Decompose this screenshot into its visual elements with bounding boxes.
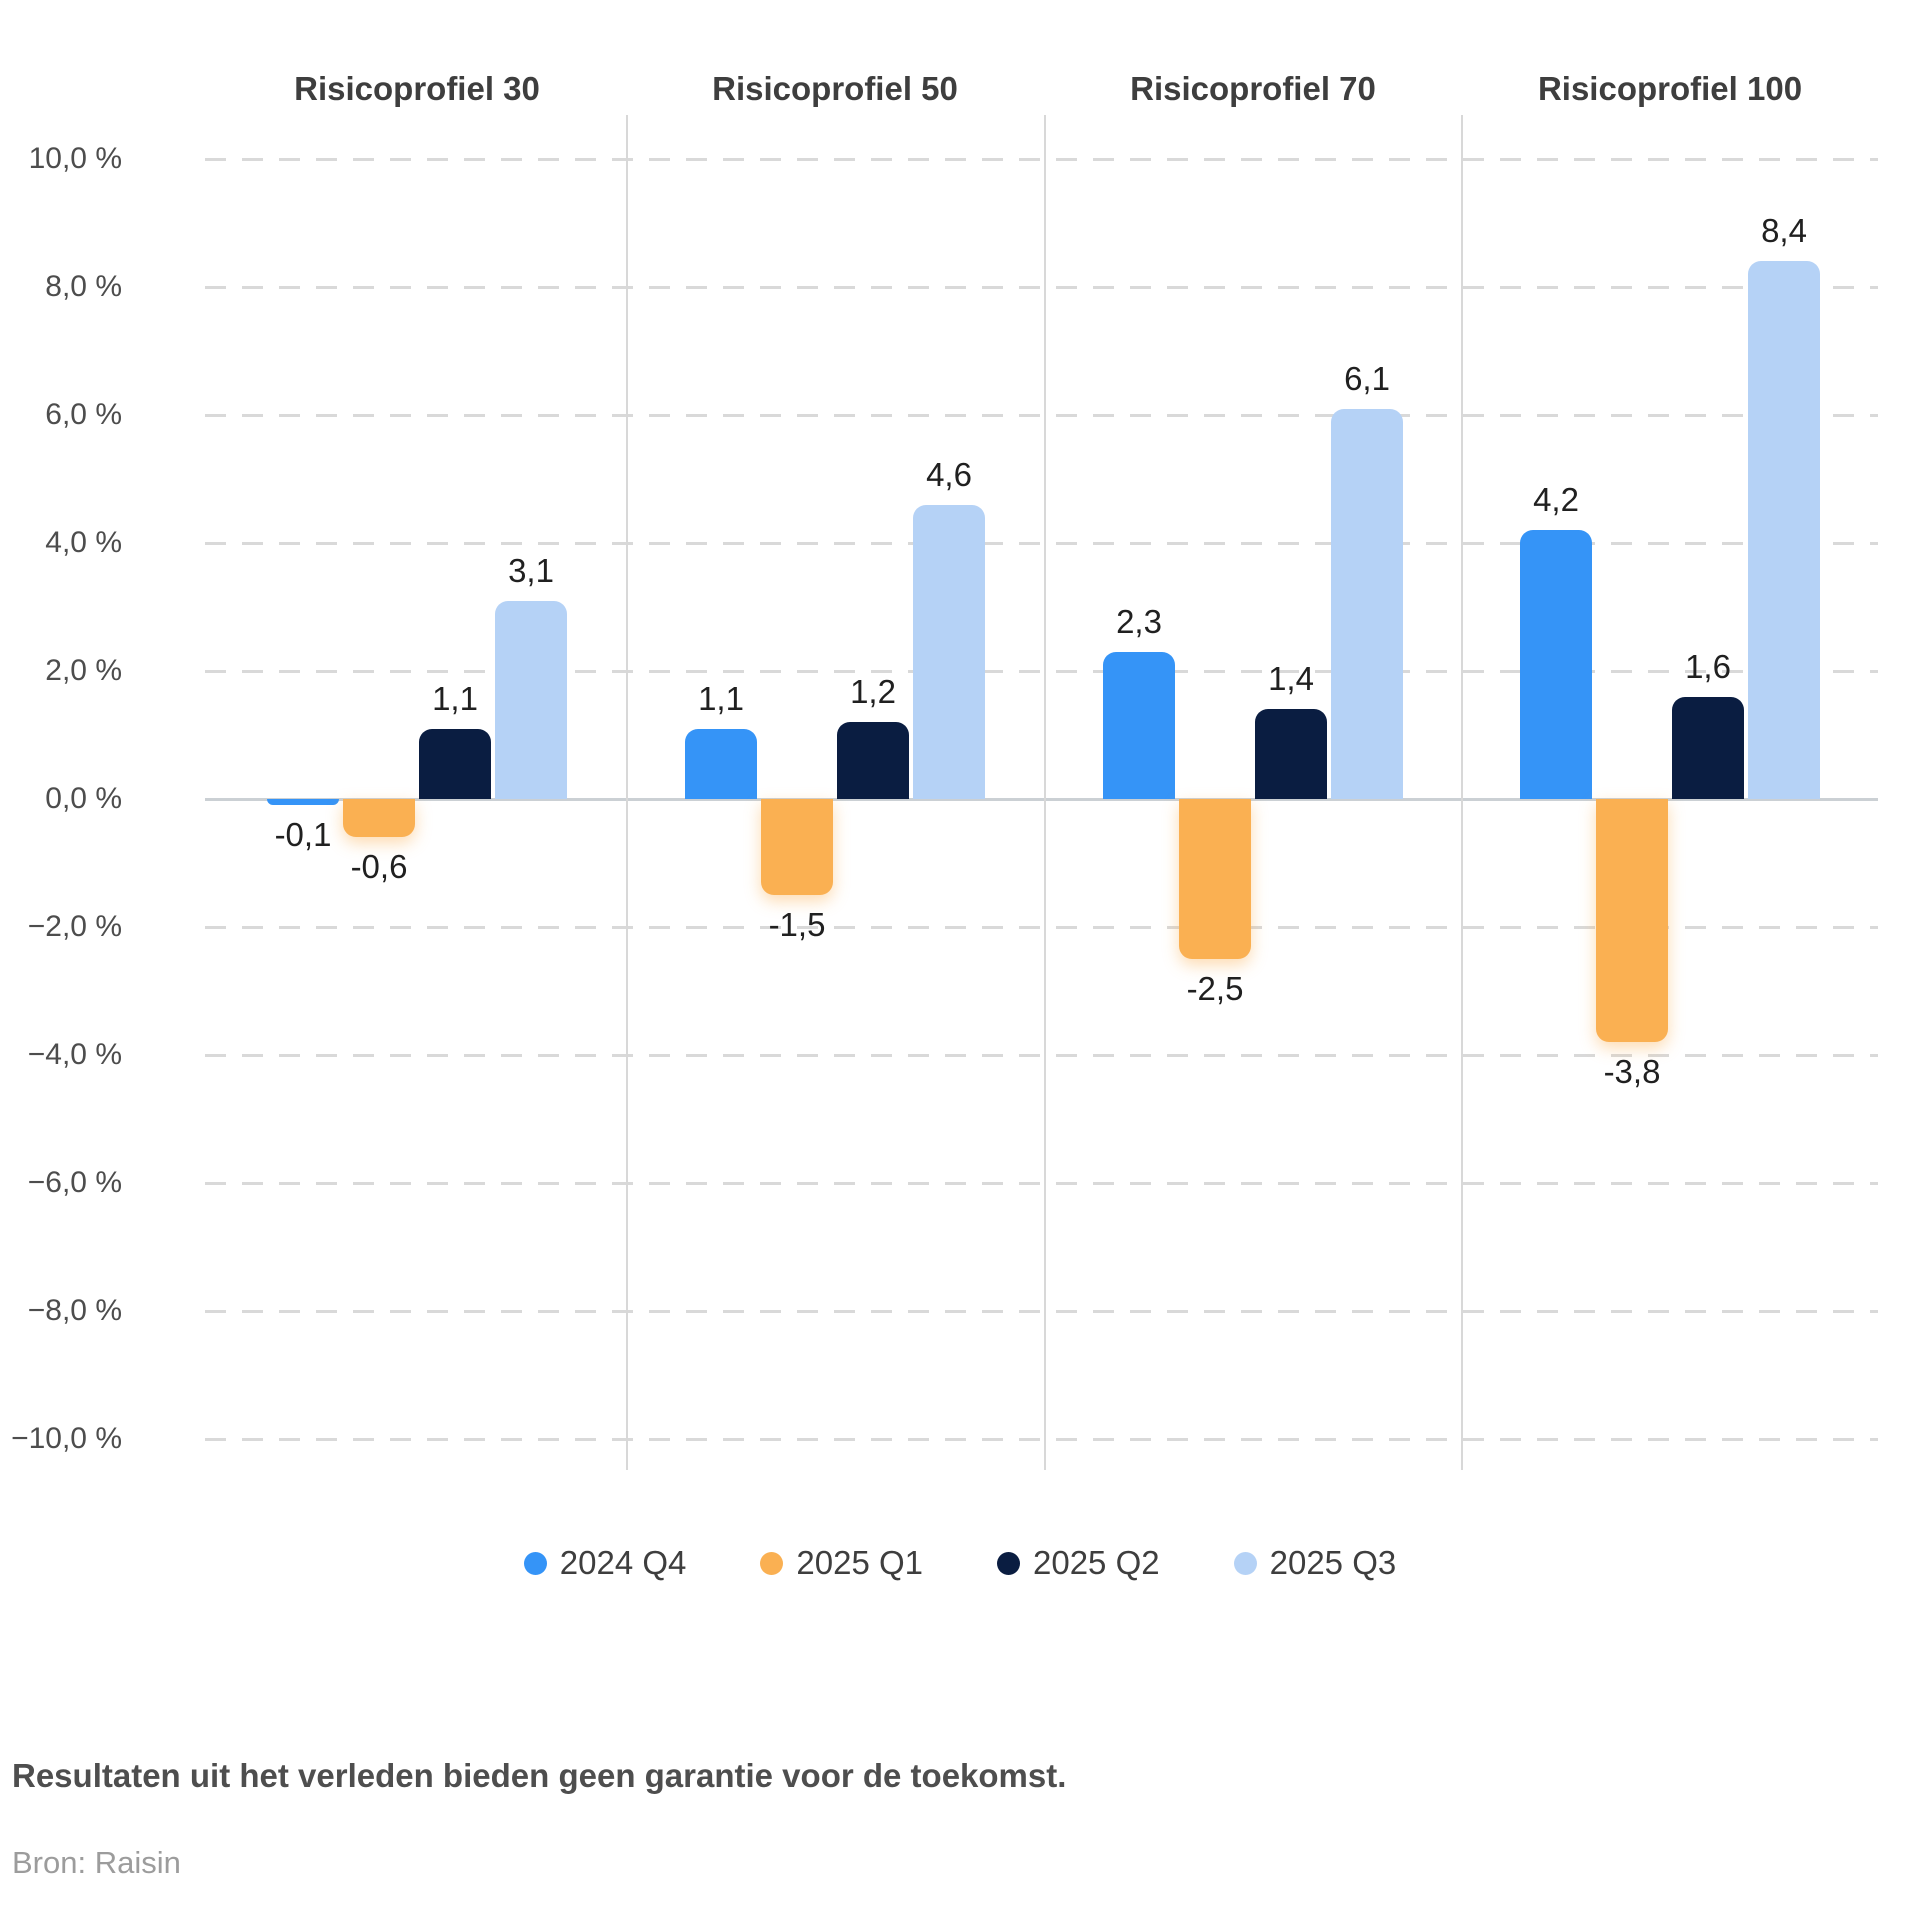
legend-item-2025-q2[interactable]: 2025 Q2 (997, 1544, 1160, 1582)
bar-value-label: -0,6 (350, 848, 408, 886)
bar-2025-q3-risicoprofiel-70[interactable] (1331, 408, 1403, 799)
legend-dot-2024-q4 (523, 1551, 547, 1575)
y-axis-tick-label: −10,0 % (11, 1422, 122, 1455)
bar-2025-q2-risicoprofiel-50[interactable] (837, 722, 909, 799)
bar-2025-q2-risicoprofiel-30[interactable] (419, 728, 491, 799)
bar-value-label: 1,1 (698, 679, 744, 717)
legend-dot-2025-q3 (1233, 1551, 1257, 1575)
gridline (205, 158, 1878, 161)
group-separator (1044, 115, 1046, 1470)
legend-label: 2025 Q2 (1033, 1544, 1160, 1581)
gridline (205, 1310, 1878, 1313)
bar-value-label: 1,4 (1268, 660, 1314, 698)
y-axis-tick-label: 0,0 % (45, 782, 122, 815)
y-axis-tick-label: 2,0 % (45, 654, 122, 687)
bar-value-label: -2,5 (1186, 970, 1244, 1007)
bar-2025-q2-risicoprofiel-70[interactable] (1255, 709, 1327, 799)
bar-2024-q4-risicoprofiel-100[interactable] (1520, 530, 1592, 799)
bar-2025-q3-risicoprofiel-50[interactable] (913, 504, 985, 799)
y-axis-tick-label: −8,0 % (27, 1294, 122, 1327)
bar-value-label: 1,6 (1685, 647, 1731, 685)
y-axis-tick-label: 8,0 % (45, 270, 122, 303)
legend-label: 2025 Q3 (1269, 1544, 1397, 1581)
bar-2024-q4-risicoprofiel-30[interactable] (267, 799, 339, 806)
legend-dot-2025-q1 (760, 1551, 784, 1575)
legend-item-2025-q1[interactable]: 2025 Q1 (760, 1544, 923, 1582)
bar-2025-q1-risicoprofiel-100[interactable] (1596, 799, 1668, 1043)
legend-label: 2024 Q4 (559, 1544, 687, 1581)
bar-value-label: 4,2 (1533, 481, 1579, 519)
bar-value-label: -1,5 (768, 906, 826, 943)
bar-2025-q3-risicoprofiel-100[interactable] (1748, 261, 1820, 799)
disclaimer-text: Resultaten uit het verleden bieden geen … (12, 1757, 1067, 1794)
y-axis-tick-label: −2,0 % (27, 910, 122, 943)
bar-value-label: 1,2 (850, 673, 896, 711)
bar-value-label: -0,1 (274, 816, 332, 854)
gridline (205, 1054, 1878, 1057)
gridline (205, 414, 1878, 417)
gridline (205, 286, 1878, 289)
group-separator (1461, 115, 1463, 1470)
legend-item-2024-q4[interactable]: 2024 Q4 (523, 1544, 687, 1582)
y-axis-tick-label: −6,0 % (27, 1166, 122, 1199)
gridline (205, 926, 1878, 929)
bar-value-label: 3,1 (508, 551, 554, 589)
y-axis-tick-label: 10,0 % (28, 142, 122, 175)
bar-2025-q1-risicoprofiel-70[interactable] (1179, 799, 1251, 959)
chart-legend: 2024 Q4 2025 Q1 2025 Q2 2025 Q3 (0, 1544, 1920, 1582)
group-title-risicoprofiel-30: Risicoprofiel 30 (294, 70, 540, 107)
gridline (205, 542, 1878, 545)
bar-value-label: 6,1 (1344, 359, 1390, 397)
group-title-risicoprofiel-50: Risicoprofiel 50 (712, 70, 958, 107)
bar-2025-q1-risicoprofiel-30[interactable] (343, 799, 415, 838)
bar-2024-q4-risicoprofiel-70[interactable] (1103, 651, 1175, 799)
gridline (205, 670, 1878, 673)
bar-2025-q1-risicoprofiel-50[interactable] (761, 799, 833, 895)
bar-2025-q2-risicoprofiel-100[interactable] (1672, 696, 1744, 799)
bar-value-label: 2,3 (1116, 602, 1162, 640)
bar-2025-q3-risicoprofiel-30[interactable] (495, 600, 567, 799)
y-axis-tick-label: −4,0 % (27, 1038, 122, 1071)
bar-value-label: 8,4 (1761, 212, 1807, 250)
gridline (205, 1438, 1878, 1441)
bar-value-label: 1,1 (432, 679, 478, 717)
y-axis-tick-label: 4,0 % (45, 526, 122, 559)
bar-2024-q4-risicoprofiel-50[interactable] (685, 728, 757, 799)
source-text: Bron: Raisin (12, 1845, 181, 1880)
group-title-risicoprofiel-100: Risicoprofiel 100 (1537, 70, 1803, 107)
legend-label: 2025 Q1 (796, 1544, 923, 1581)
group-separator (626, 115, 628, 1470)
legend-item-2025-q3[interactable]: 2025 Q3 (1233, 1544, 1397, 1582)
group-title-risicoprofiel-70: Risicoprofiel 70 (1130, 70, 1376, 107)
y-axis-tick-label: 6,0 % (45, 398, 122, 431)
gridline (205, 1182, 1878, 1185)
legend-dot-2025-q2 (997, 1551, 1020, 1575)
bar-value-label: -3,8 (1603, 1053, 1661, 1091)
bar-value-label: 4,6 (926, 455, 972, 493)
zero-gridline (205, 798, 1878, 801)
